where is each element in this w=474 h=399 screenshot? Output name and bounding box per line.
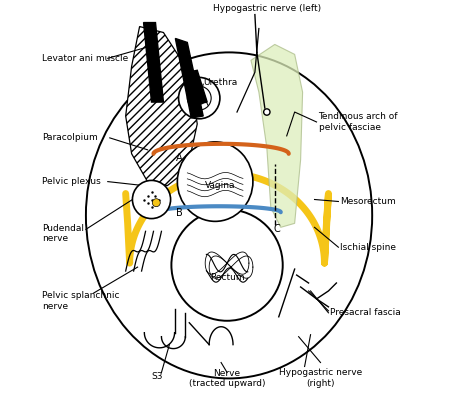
Text: Ischial spine: Ischial spine — [340, 243, 396, 252]
Text: Levator ani muscle: Levator ani muscle — [42, 54, 128, 63]
Text: C: C — [273, 224, 280, 234]
Text: Paracolpium: Paracolpium — [42, 133, 98, 142]
Polygon shape — [144, 23, 164, 102]
Text: Pelvic plexus: Pelvic plexus — [42, 177, 101, 186]
Text: Pelvic splanchnic
nerve: Pelvic splanchnic nerve — [42, 291, 119, 310]
Circle shape — [152, 199, 160, 207]
Polygon shape — [175, 38, 203, 118]
Ellipse shape — [177, 142, 253, 221]
Polygon shape — [126, 27, 197, 186]
Circle shape — [132, 180, 171, 219]
Text: Pudendal
nerve: Pudendal nerve — [42, 223, 84, 243]
Circle shape — [172, 209, 283, 321]
Circle shape — [179, 77, 220, 119]
Text: Vagina: Vagina — [205, 181, 236, 190]
Text: Rectum: Rectum — [210, 273, 245, 282]
Text: B: B — [176, 208, 182, 218]
Text: Nerve
(tracted upward): Nerve (tracted upward) — [189, 369, 265, 388]
Text: Tendinous arch of
pelvic fasciae: Tendinous arch of pelvic fasciae — [319, 112, 398, 132]
Text: Hypogastric nerve
(right): Hypogastric nerve (right) — [279, 369, 362, 388]
Text: Hypogastric nerve (left): Hypogastric nerve (left) — [213, 4, 321, 13]
Circle shape — [264, 109, 270, 115]
Text: A: A — [176, 153, 182, 163]
Text: Urethra: Urethra — [203, 78, 237, 87]
Text: Mesorectum: Mesorectum — [340, 197, 396, 206]
Polygon shape — [251, 44, 302, 227]
Polygon shape — [187, 70, 207, 104]
Text: S3: S3 — [152, 372, 163, 381]
Text: Presacral fascia: Presacral fascia — [330, 308, 401, 317]
